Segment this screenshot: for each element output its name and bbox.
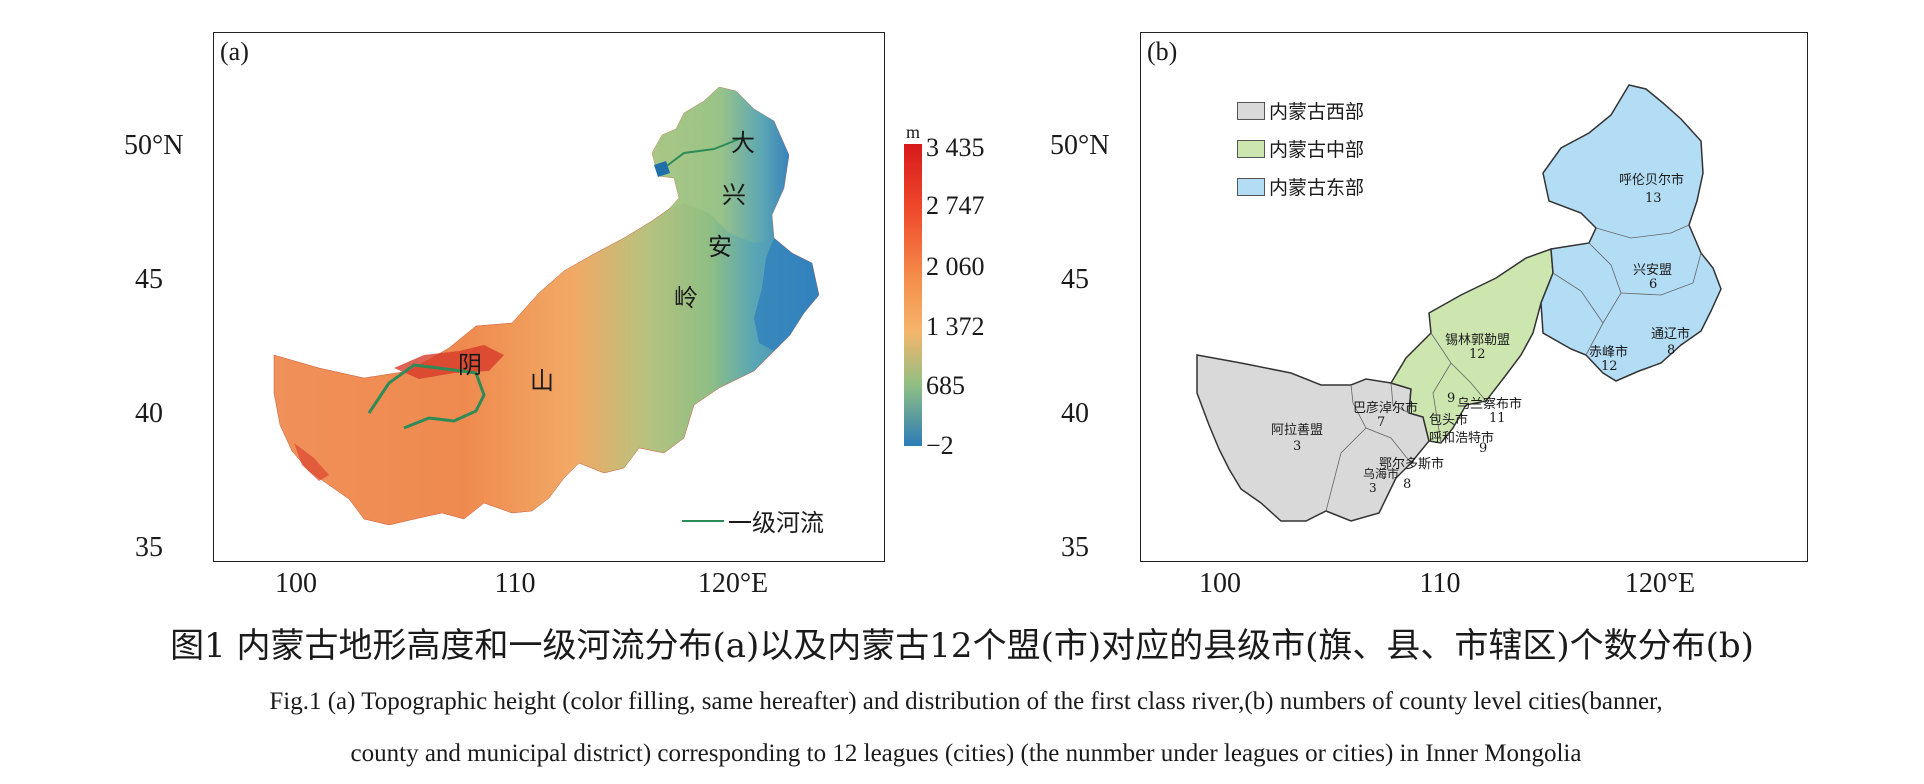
colorbar-label-1372: 1 372: [926, 312, 985, 341]
panel-a-ytick-45: 45: [135, 264, 163, 295]
region-name-baotou: 包头市: [1429, 413, 1469, 428]
river-legend-line: [682, 519, 724, 522]
legend-central-label: 内蒙古中部: [1269, 139, 1365, 161]
region-count-alxa: 3: [1293, 439, 1302, 454]
figure: (a): [124, 32, 1808, 599]
legend-west: 内蒙古西部: [1237, 97, 1364, 124]
region-count-tongliao: 8: [1667, 343, 1676, 358]
mountain-label-xing: 兴: [722, 181, 746, 209]
region-name-tongliao: 通辽市: [1651, 327, 1691, 342]
colorbar-label-685: 685: [926, 371, 965, 400]
panel-a-xtick-120: 120°E: [697, 568, 769, 599]
legend-east-swatch: [1237, 177, 1265, 196]
region-count-xilingol: 12: [1469, 347, 1486, 362]
region-name-xilingol: 锡林郭勒盟: [1445, 333, 1511, 348]
hailar-river: [663, 136, 745, 169]
panel-b-xtick-100: 100: [1199, 568, 1241, 599]
region-east: [1540, 84, 1722, 382]
legend-central: 内蒙古中部: [1237, 135, 1364, 162]
terrain-map: [273, 86, 820, 526]
colorbar-unit: m: [906, 122, 921, 142]
caption-chinese: 图1 内蒙古地形高度和一级河流分布(a)以及内蒙古12个盟(市)对应的县级市(旗…: [170, 626, 1754, 666]
region-count-baotou: 9: [1447, 391, 1456, 406]
colorbar-label-2747: 2 747: [926, 191, 985, 220]
colorbar-label-3435: 3 435: [926, 133, 985, 162]
region-name-ulanqab: 乌兰察布市: [1457, 397, 1523, 412]
yinshan-high-terrain: [394, 345, 504, 379]
panel-a-ytick-35: 35: [135, 532, 163, 563]
caption-english-line2: county and municipal district) correspon…: [350, 740, 1582, 767]
panel-a-label: (a): [220, 37, 249, 66]
panel-b-frame: (b) 内蒙古西部 内蒙古中部 内蒙古东部: [1140, 32, 1808, 562]
league-map: [1196, 84, 1722, 522]
league-boundaries: [1325, 224, 1702, 512]
hulun-lake: [654, 161, 670, 177]
legend-west-swatch: [1237, 101, 1265, 120]
panel-a-ytick-40: 40: [135, 398, 163, 429]
region-count-chifeng: 12: [1601, 359, 1618, 374]
panel-b-xtick-110: 110: [1419, 568, 1461, 599]
region-count-hohhot: 9: [1479, 441, 1488, 456]
elevation-colorbar: [904, 144, 922, 446]
region-count-xinganmeng: 6: [1649, 277, 1658, 292]
panel-b-ytick-45: 45: [1061, 264, 1089, 295]
region-count-ulanqab: 11: [1489, 411, 1506, 426]
legend-west-label: 内蒙古西部: [1269, 101, 1365, 123]
colorbar-label-minus2: −2: [926, 431, 954, 460]
region-name-chifeng: 赤峰市: [1589, 345, 1629, 360]
southwest-high-terrain: [294, 443, 329, 481]
legend-central-swatch: [1237, 139, 1265, 158]
caption-english-line1: Fig.1 (a) Topographic height (color fill…: [269, 688, 1663, 715]
colorbar-label-2060: 2 060: [926, 252, 985, 281]
region-name-ordos: 鄂尔多斯市: [1379, 457, 1445, 472]
river-legend: 一级河流: [682, 503, 824, 538]
region-count-hulunbuir: 13: [1645, 191, 1662, 206]
region-central: [1389, 247, 1554, 444]
region-name-hulunbuir: 呼伦贝尔市: [1619, 173, 1685, 188]
mountain-label-ling: 岭: [674, 284, 698, 312]
mountain-label-yin: 阴: [458, 351, 482, 379]
region-count-wuhai: 3: [1369, 481, 1377, 495]
caption-english: Fig.1 (a) Topographic height (color fill…: [66, 676, 1866, 780]
region-name-hohhot: 呼和浩特市: [1429, 431, 1495, 446]
panel-b-label: (b): [1147, 37, 1178, 66]
greater-khingan-terrain: [652, 87, 789, 243]
region-name-alxa: 阿拉善盟: [1271, 423, 1324, 438]
region-name-xinganmeng: 兴安盟: [1633, 263, 1673, 278]
region-count-bayannur: 7: [1377, 415, 1386, 430]
region-count-ordos: 8: [1403, 477, 1412, 492]
mountain-label-shan: 山: [530, 367, 554, 395]
legend-east: 内蒙古东部: [1237, 173, 1364, 200]
eastern-lowland: [754, 238, 819, 351]
region-name-wuhai: 乌海市: [1363, 467, 1400, 481]
panel-a-xtick-110: 110: [494, 568, 536, 599]
panel-a-frame: (a): [213, 32, 885, 562]
mountain-label-da: 大: [731, 129, 755, 157]
panel-a-xtick-100: 100: [275, 568, 317, 599]
yellow-river: [367, 363, 486, 430]
panel-a-ytick-50: 50°N: [124, 130, 184, 161]
mountain-label-an: 安: [708, 233, 732, 261]
panel-b-xtick-120: 120°E: [1624, 568, 1696, 599]
river-legend-label: 一级河流: [728, 509, 824, 537]
legend-east-label: 内蒙古东部: [1269, 177, 1365, 199]
region-name-bayannur: 巴彦淖尔市: [1353, 401, 1419, 416]
panel-b-ytick-50: 50°N: [1050, 130, 1110, 161]
panel-b-ytick-35: 35: [1061, 532, 1089, 563]
panel-b-ytick-40: 40: [1061, 398, 1089, 429]
